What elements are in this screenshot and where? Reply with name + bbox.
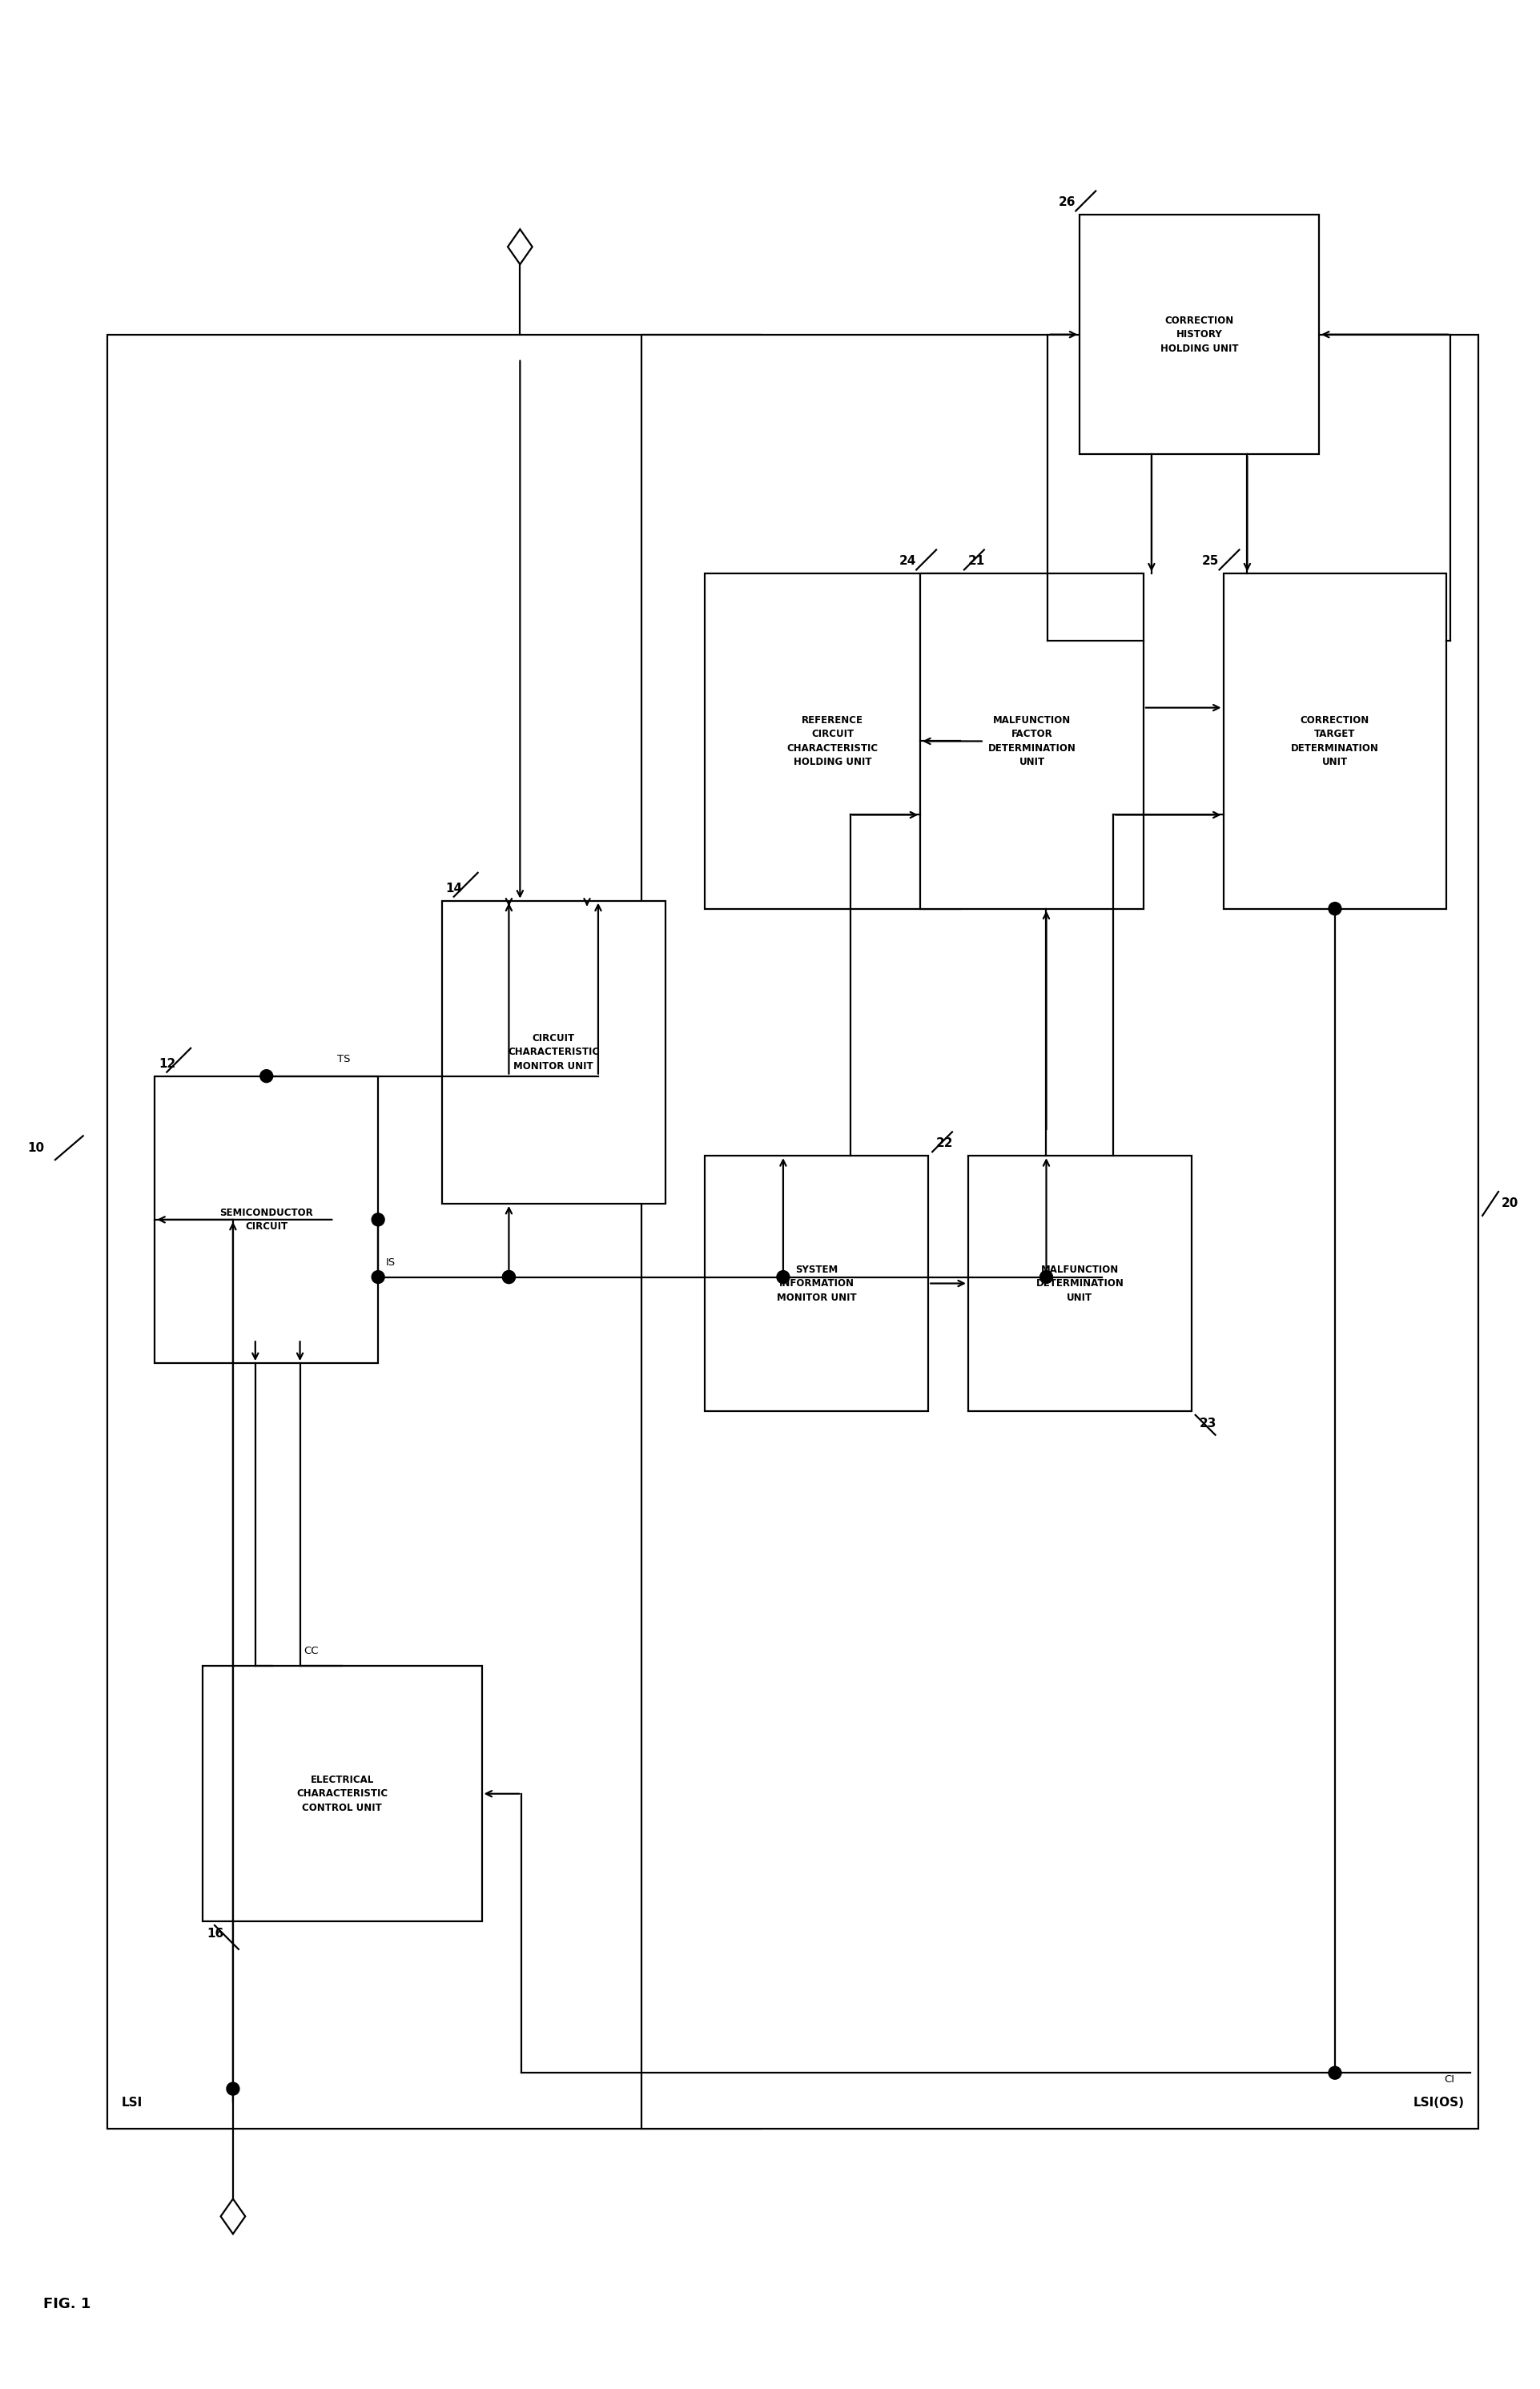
Circle shape — [371, 1271, 385, 1283]
Circle shape — [502, 1271, 516, 1283]
Text: 10: 10 — [28, 1142, 45, 1154]
Text: 23: 23 — [1200, 1417, 1217, 1429]
Circle shape — [502, 1271, 516, 1283]
Bar — [203, 1665, 482, 1921]
Text: 16: 16 — [206, 1928, 223, 1940]
Bar — [1080, 215, 1318, 454]
Text: 14: 14 — [447, 882, 464, 893]
Text: CI: CI — [1445, 2074, 1455, 2086]
Text: 22: 22 — [936, 1137, 953, 1149]
Circle shape — [226, 2083, 239, 2095]
Bar — [442, 901, 665, 1204]
Text: 21: 21 — [969, 554, 986, 566]
Text: CIRCUIT
CHARACTERISTIC
MONITOR UNIT: CIRCUIT CHARACTERISTIC MONITOR UNIT — [508, 1032, 599, 1070]
Text: CC: CC — [303, 1646, 319, 1656]
Bar — [106, 334, 761, 2129]
Text: 24: 24 — [899, 554, 916, 566]
Circle shape — [1329, 2066, 1341, 2078]
Bar — [156, 1075, 379, 1364]
Text: SEMICONDUCTOR
CIRCUIT: SEMICONDUCTOR CIRCUIT — [220, 1206, 313, 1233]
Bar — [969, 1156, 1192, 1412]
Bar — [641, 334, 1478, 2129]
Circle shape — [776, 1271, 790, 1283]
Text: 26: 26 — [1058, 196, 1076, 208]
Text: CORRECTION
TARGET
DETERMINATION
UNIT: CORRECTION TARGET DETERMINATION UNIT — [1291, 714, 1378, 767]
Text: REFERENCE
CIRCUIT
CHARACTERISTIC
HOLDING UNIT: REFERENCE CIRCUIT CHARACTERISTIC HOLDING… — [787, 714, 878, 767]
Text: LSI(OS): LSI(OS) — [1412, 2098, 1465, 2109]
Text: 20: 20 — [1502, 1197, 1518, 1209]
Text: SYSTEM
INFORMATION
MONITOR UNIT: SYSTEM INFORMATION MONITOR UNIT — [776, 1264, 856, 1302]
Text: LSI: LSI — [122, 2098, 142, 2109]
Bar — [705, 1156, 929, 1412]
Bar — [1223, 573, 1446, 908]
Circle shape — [371, 1214, 385, 1226]
Text: TS: TS — [337, 1054, 350, 1063]
Circle shape — [260, 1070, 273, 1082]
Text: IS: IS — [387, 1257, 396, 1269]
Bar — [705, 573, 959, 908]
Circle shape — [1329, 903, 1341, 915]
Text: 25: 25 — [1203, 554, 1220, 566]
Bar — [921, 573, 1144, 908]
Text: 12: 12 — [159, 1058, 176, 1070]
Text: FIG. 1: FIG. 1 — [43, 2296, 91, 2310]
Text: MALFUNCTION
FACTOR
DETERMINATION
UNIT: MALFUNCTION FACTOR DETERMINATION UNIT — [989, 714, 1076, 767]
Circle shape — [1040, 1271, 1053, 1283]
Text: ELECTRICAL
CHARACTERISTIC
CONTROL UNIT: ELECTRICAL CHARACTERISTIC CONTROL UNIT — [297, 1775, 388, 1813]
Text: MALFUNCTION
DETERMINATION
UNIT: MALFUNCTION DETERMINATION UNIT — [1036, 1264, 1124, 1302]
Text: CORRECTION
HISTORY
HOLDING UNIT: CORRECTION HISTORY HOLDING UNIT — [1160, 315, 1238, 354]
